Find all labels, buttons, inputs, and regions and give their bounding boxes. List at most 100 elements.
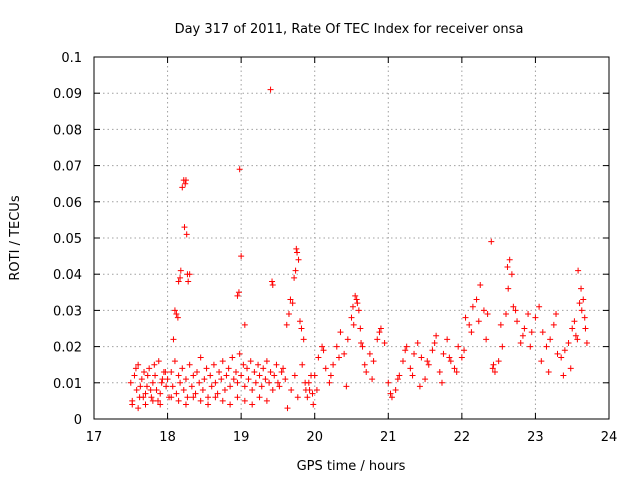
data-point: [497, 321, 504, 328]
data-point: [175, 397, 182, 404]
data-point: [582, 325, 589, 332]
data-point: [182, 180, 189, 187]
data-point: [385, 379, 392, 386]
data-point: [263, 397, 270, 404]
data-point: [203, 365, 210, 372]
grid-lines: [94, 57, 609, 419]
data-point: [129, 401, 136, 408]
data-point: [506, 256, 513, 263]
data-point: [177, 267, 184, 274]
data-point: [512, 307, 519, 314]
data-point: [227, 383, 234, 390]
data-point: [149, 397, 156, 404]
data-point: [280, 365, 287, 372]
data-point: [168, 368, 175, 375]
data-point: [162, 368, 169, 375]
data-point: [184, 394, 191, 401]
data-point: [528, 329, 535, 336]
data-point: [480, 307, 487, 314]
data-point: [550, 321, 557, 328]
data-point: [223, 372, 230, 379]
data-point: [337, 329, 344, 336]
x-axis-title: GPS time / hours: [297, 459, 406, 474]
data-point: [503, 311, 509, 318]
data-point: [214, 390, 221, 397]
y-tick-label: 0.04: [53, 268, 82, 283]
data-point: [505, 285, 512, 292]
data-point: [310, 401, 317, 408]
data-point: [188, 383, 195, 390]
data-point: [229, 354, 236, 361]
data-point: [578, 307, 585, 314]
data-point: [249, 401, 256, 408]
data-point: [210, 361, 217, 368]
data-point: [221, 387, 228, 394]
data-point: [488, 238, 495, 245]
data-point: [491, 368, 498, 375]
data-point: [363, 368, 370, 375]
data-point: [297, 318, 303, 325]
x-tick-label: 22: [454, 430, 471, 445]
data-point: [354, 300, 361, 307]
data-point: [170, 336, 177, 343]
data-point: [315, 354, 322, 361]
data-point: [137, 383, 144, 390]
data-point: [151, 361, 158, 368]
data-point: [571, 318, 578, 325]
data-point: [256, 394, 263, 401]
data-point: [320, 347, 327, 354]
data-point: [353, 296, 360, 303]
data-point: [387, 390, 394, 397]
data-point: [157, 390, 164, 397]
data-point: [466, 321, 473, 328]
data-point: [225, 365, 232, 372]
data-point: [235, 289, 242, 296]
data-point: [192, 390, 199, 397]
data-points: [127, 86, 590, 412]
x-tick-label: 20: [306, 430, 323, 445]
data-point: [558, 354, 565, 361]
data-point: [553, 311, 560, 318]
data-point: [238, 372, 245, 379]
data-point: [451, 365, 458, 372]
data-point: [539, 329, 546, 336]
data-point: [436, 368, 443, 375]
data-point: [164, 376, 171, 383]
data-point: [489, 365, 496, 372]
data-point: [422, 376, 429, 383]
y-axis-title: ROTI / TECUs: [8, 195, 23, 280]
data-point: [311, 372, 318, 379]
data-point: [495, 358, 502, 365]
x-tick-label: 19: [233, 430, 250, 445]
data-point: [168, 394, 175, 401]
data-point: [144, 372, 151, 379]
data-point: [190, 394, 197, 401]
data-point: [313, 387, 320, 394]
data-point: [219, 397, 226, 404]
data-point: [182, 376, 189, 383]
data-point: [155, 358, 162, 365]
data-point: [300, 336, 307, 343]
data-point: [153, 387, 160, 394]
data-point: [196, 379, 203, 386]
data-point: [407, 365, 414, 372]
data-point: [138, 376, 145, 383]
data-point: [149, 379, 156, 386]
x-tick-label: 21: [380, 430, 397, 445]
data-point: [288, 387, 295, 394]
data-point: [369, 376, 376, 383]
data-point: [447, 358, 454, 365]
data-point: [131, 372, 138, 379]
data-point: [174, 314, 181, 321]
data-point: [411, 350, 418, 357]
data-point: [289, 300, 296, 307]
data-point: [241, 321, 248, 328]
data-point: [266, 379, 273, 386]
data-point: [267, 368, 274, 375]
data-point: [396, 372, 403, 379]
data-point: [227, 401, 234, 408]
data-point: [244, 365, 251, 372]
data-point: [403, 343, 410, 350]
data-point: [274, 379, 281, 386]
